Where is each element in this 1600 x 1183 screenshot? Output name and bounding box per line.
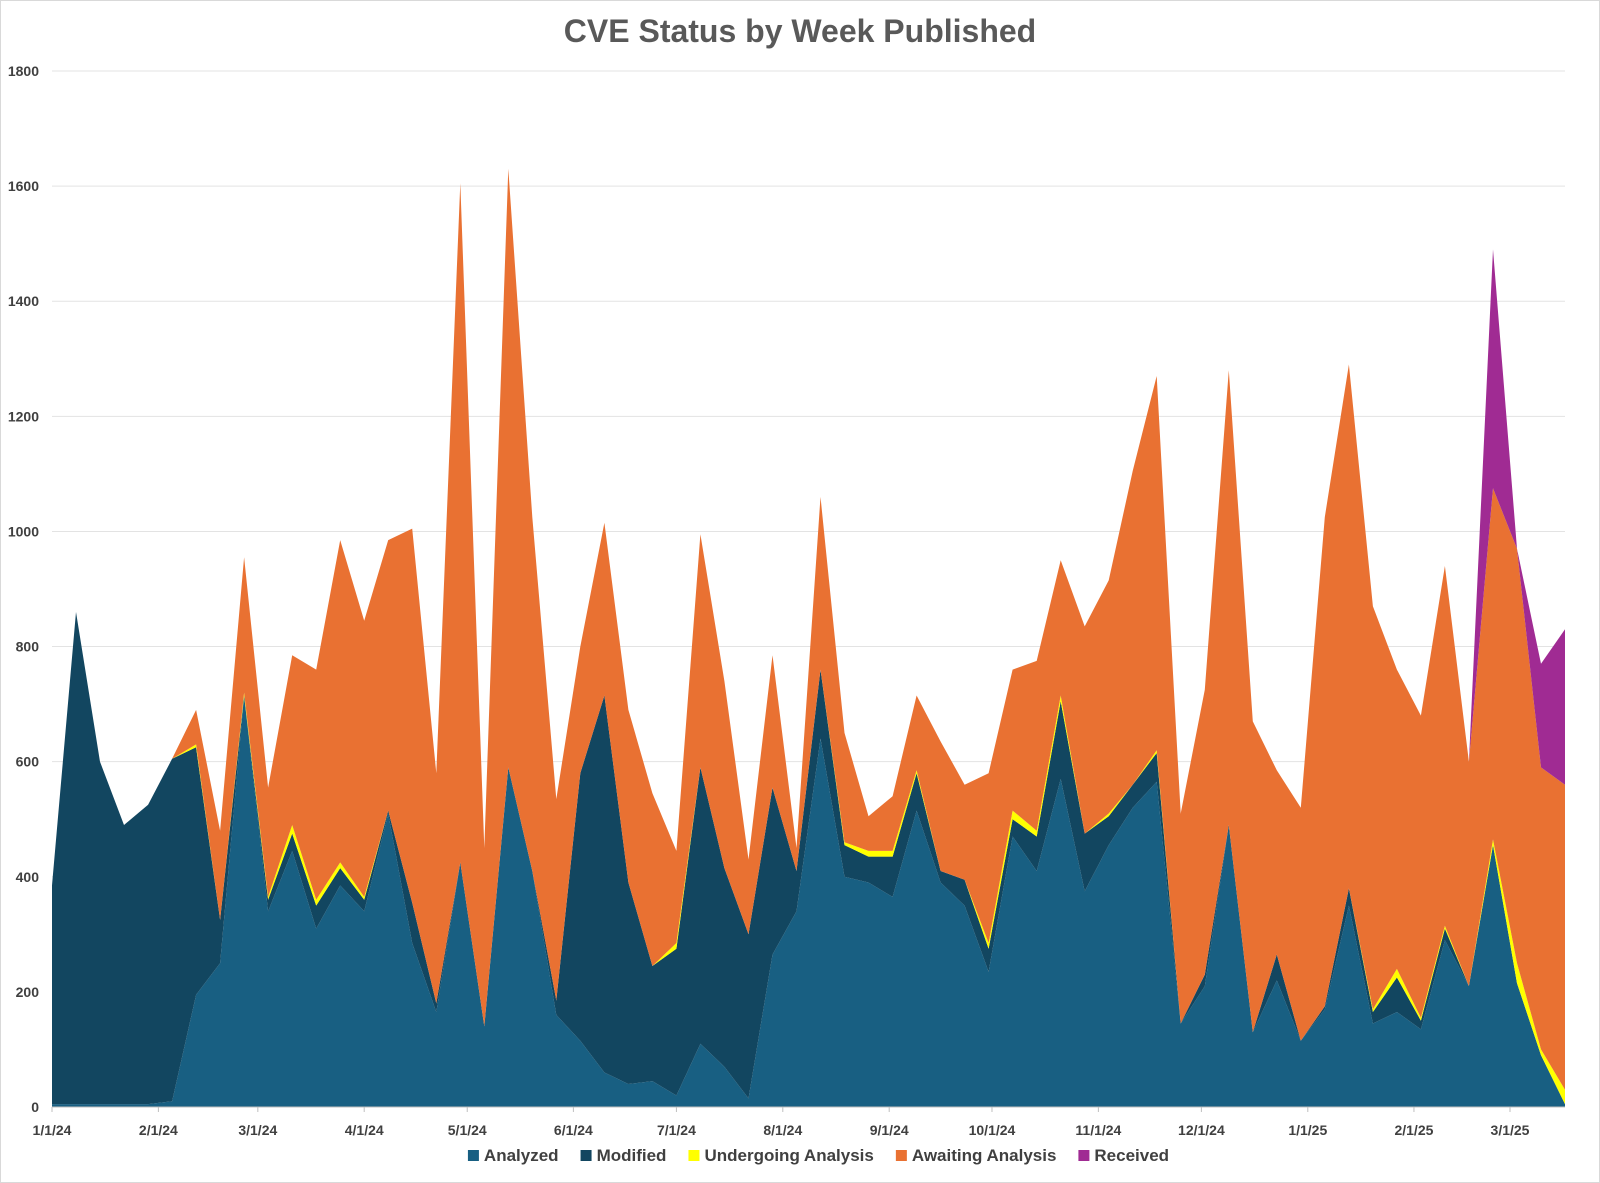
x-tick-label: 3/1/25 xyxy=(1491,1122,1530,1138)
x-tick-label: 12/1/24 xyxy=(1178,1122,1225,1138)
y-tick-label: 600 xyxy=(16,754,40,770)
y-axis-tick-labels: 0 200 400 600 800 1000 1200 1400 1600 1800 xyxy=(8,63,39,1115)
y-tick-label: 1600 xyxy=(8,178,39,194)
y-tick-label: 400 xyxy=(16,869,40,885)
legend-label: Undergoing Analysis xyxy=(704,1146,873,1165)
x-tick-label: 3/1/24 xyxy=(238,1122,277,1138)
x-tick-label: 2/1/25 xyxy=(1394,1122,1433,1138)
legend-label: Received xyxy=(1094,1146,1169,1165)
x-tick-label: 1/1/25 xyxy=(1288,1122,1327,1138)
legend-swatch-analyzed xyxy=(467,1150,479,1161)
legend-label: Analyzed xyxy=(484,1146,559,1165)
legend-item-received: Received xyxy=(1078,1146,1169,1165)
legend-label: Awaiting Analysis xyxy=(912,1146,1057,1165)
legend-item-analyzed: Analyzed xyxy=(467,1146,559,1165)
y-tick-label: 800 xyxy=(16,639,40,655)
legend-swatch-received xyxy=(1078,1150,1090,1161)
x-tick-label: 1/1/24 xyxy=(33,1122,72,1138)
x-tick-label: 5/1/24 xyxy=(448,1122,487,1138)
legend-item-modified: Modified xyxy=(580,1146,667,1165)
x-tick-label: 4/1/24 xyxy=(345,1122,384,1138)
stacked-areas xyxy=(52,168,1565,1107)
legend: Analyzed Modified Undergoing Analysis Await… xyxy=(467,1146,1169,1165)
x-tick-label: 7/1/24 xyxy=(657,1122,696,1138)
legend-item-awaiting-analysis: Awaiting Analysis xyxy=(895,1146,1057,1165)
legend-swatch-awaiting-analysis xyxy=(895,1150,907,1161)
area-awaiting-analysis xyxy=(52,168,1565,1090)
legend-swatch-undergoing-analysis xyxy=(688,1150,700,1161)
x-axis-tick-labels: 1/1/24 2/1/24 3/1/24 4/1/24 5/1/24 6/1/24 7/1/… xyxy=(33,1122,1530,1138)
legend-label: Modified xyxy=(597,1146,667,1165)
y-tick-label: 1000 xyxy=(8,523,39,539)
x-tick-label: 2/1/24 xyxy=(139,1122,178,1138)
axes xyxy=(51,1106,1565,1112)
y-tick-label: 200 xyxy=(16,984,40,1000)
y-tick-label: 1400 xyxy=(8,293,39,309)
area-analyzed xyxy=(52,695,1565,1107)
x-tick-label: 11/1/24 xyxy=(1075,1122,1121,1138)
legend-swatch-modified xyxy=(580,1150,592,1161)
x-tick-label: 10/1/24 xyxy=(969,1122,1016,1138)
y-tick-label: 1800 xyxy=(8,63,39,79)
area-modified xyxy=(52,612,1565,1105)
legend-item-undergoing-analysis: Undergoing Analysis xyxy=(688,1146,874,1165)
x-tick-label: 6/1/24 xyxy=(554,1122,593,1138)
chart-title: CVE Status by Week Published xyxy=(564,13,1036,49)
y-tick-label: 0 xyxy=(31,1099,39,1115)
y-tick-label: 1200 xyxy=(8,408,39,424)
x-tick-label: 8/1/24 xyxy=(763,1122,802,1138)
x-tick-label: 9/1/24 xyxy=(870,1122,909,1138)
